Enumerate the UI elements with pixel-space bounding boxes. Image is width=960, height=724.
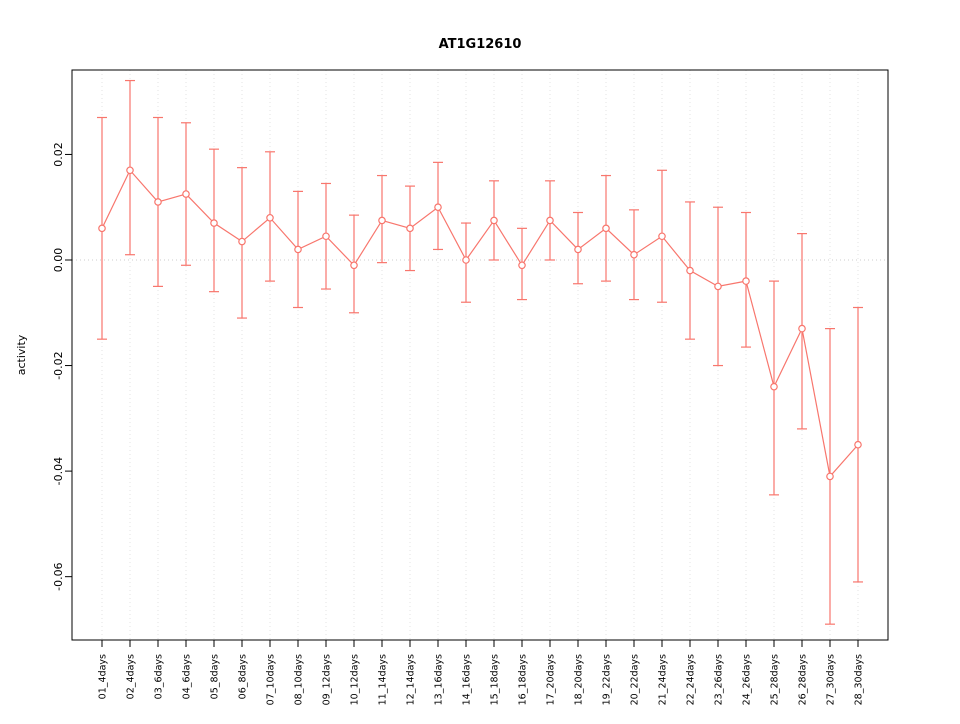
x-tick-label: 07_10days — [265, 654, 276, 705]
y-tick-label: 0.00 — [52, 248, 65, 273]
x-tick-label: 01_4days — [97, 654, 108, 699]
x-tick-label: 08_10days — [293, 654, 304, 705]
x-tick-label: 14_16days — [461, 654, 472, 705]
x-tick-label: 15_18days — [489, 654, 500, 705]
x-tick-label: 02_4days — [125, 654, 136, 699]
y-tick-label: -0.04 — [52, 457, 65, 485]
y-tick-labels: 0.02 0.00 -0.02 -0.04 -0.06 — [52, 142, 65, 591]
x-tick-label: 13_16days — [433, 654, 444, 705]
x-tick-label: 24_26days — [741, 654, 752, 705]
y-axis-label: activity — [15, 334, 28, 375]
error-bars — [97, 79, 863, 625]
x-tick-label: 05_8days — [209, 654, 220, 699]
x-tick-label: 25_28days — [769, 654, 780, 705]
x-tick-label: 11_14days — [377, 654, 388, 705]
y-tick-label: -0.02 — [52, 351, 65, 379]
y-tick-label: 0.02 — [52, 142, 65, 167]
axis-ticks — [65, 153, 859, 647]
x-tick-label: 21_24days — [657, 654, 668, 705]
x-tick-label: 09_12days — [321, 654, 332, 705]
plot-frame — [71, 69, 889, 641]
x-tick-label: 17_20days — [545, 654, 556, 705]
x-tick-label: 22_24days — [685, 654, 696, 705]
x-tick-label: 27_30days — [825, 654, 836, 705]
x-tick-label: 23_26days — [713, 654, 724, 705]
data-points — [98, 166, 862, 481]
chart-title: AT1G12610 — [439, 37, 522, 52]
x-tick-label: 16_18days — [517, 654, 528, 705]
x-tick-label: 06_8days — [237, 654, 248, 699]
x-tick-label: 28_30days — [853, 654, 864, 705]
x-tick-label: 10_12days — [349, 654, 360, 705]
x-tick-label: 18_20days — [573, 654, 584, 705]
y-tick-label: -0.06 — [52, 562, 65, 590]
x-tick-label: 20_22days — [629, 654, 640, 705]
x-tick-label: 19_22days — [601, 654, 612, 705]
x-tick-label: 26_28days — [797, 654, 808, 705]
x-tick-labels: 01_4days 02_4days 03_6days 04_6days 05_8days… — [97, 654, 864, 705]
x-tick-label: 03_6days — [153, 654, 164, 699]
x-tick-label: 12_14days — [405, 654, 416, 705]
gridlines — [101, 70, 859, 640]
series-line — [101, 169, 859, 478]
x-tick-label: 04_6days — [181, 654, 192, 699]
